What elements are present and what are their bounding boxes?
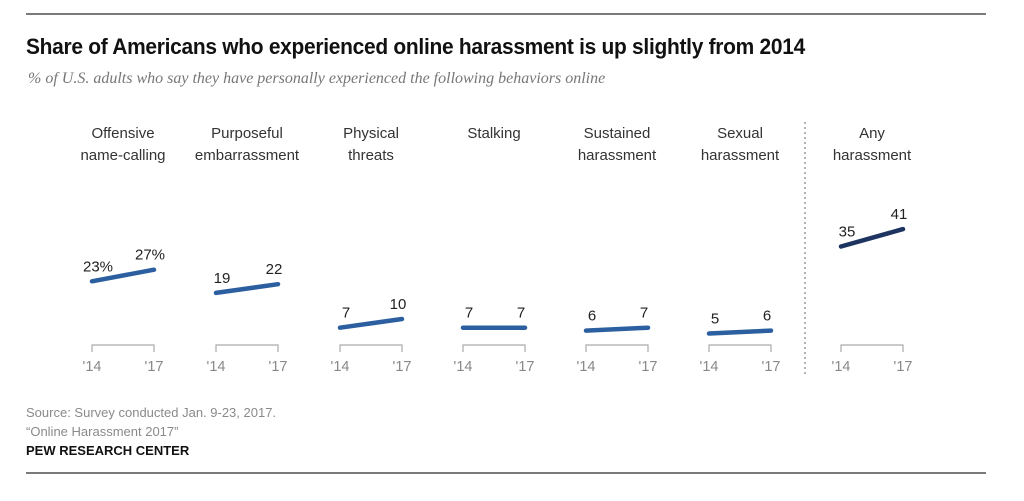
series-line xyxy=(583,325,651,333)
x-axis-bracket xyxy=(585,344,649,352)
category-label: Offensive xyxy=(91,125,154,142)
x-tick-label: '14 xyxy=(577,359,596,375)
x-axis-bracket xyxy=(840,344,904,352)
x-tick-label: '17 xyxy=(269,359,288,375)
data-label-2017: 6 xyxy=(763,308,771,325)
x-axis-bracket xyxy=(339,344,403,352)
category-label: harassment xyxy=(578,147,657,164)
category-label: Purposeful xyxy=(211,125,283,142)
x-tick-label: '17 xyxy=(639,359,658,375)
category-label: embarrassment xyxy=(195,147,300,164)
series-line xyxy=(706,328,774,336)
x-tick-label: '14 xyxy=(832,359,851,375)
category-label: threats xyxy=(348,147,394,164)
series-line xyxy=(213,281,281,296)
data-label-2014: 7 xyxy=(465,305,473,322)
x-tick-label: '17 xyxy=(145,359,164,375)
category-label: Stalking xyxy=(467,125,520,142)
x-axis-bracket xyxy=(708,344,772,352)
top-rule xyxy=(26,13,986,15)
category-label: harassment xyxy=(833,147,912,164)
series-line xyxy=(89,267,157,284)
category-label: name-calling xyxy=(80,147,165,164)
chart-title: Share of Americans who experienced onlin… xyxy=(26,34,805,59)
x-tick-label: '17 xyxy=(762,359,781,375)
data-label-2017: 27% xyxy=(135,247,165,264)
x-axis-bracket xyxy=(462,344,526,352)
source-text: Source: Survey conducted Jan. 9-23, 2017… xyxy=(26,405,277,420)
series-line xyxy=(838,226,906,249)
category-label: Sustained xyxy=(584,125,651,142)
x-tick-label: '17 xyxy=(516,359,535,375)
category-label: Sexual xyxy=(717,125,763,142)
x-axis-bracket xyxy=(215,344,279,352)
data-label-2014: 6 xyxy=(588,308,596,325)
x-tick-label: '14 xyxy=(331,359,350,375)
x-tick-label: '14 xyxy=(454,359,473,375)
x-tick-label: '14 xyxy=(83,359,102,375)
x-tick-label: '17 xyxy=(894,359,913,375)
data-label-2014: 7 xyxy=(342,305,350,322)
source-note: Source: Survey conducted Jan. 9-23, 2017… xyxy=(26,403,276,441)
data-label-2017: 22 xyxy=(266,261,283,278)
pew-logo-text: PEW RESEARCH CENTER xyxy=(26,443,190,458)
data-label-2017: 7 xyxy=(640,305,648,322)
category-label: Physical xyxy=(343,125,399,142)
data-label-2017: 41 xyxy=(891,206,908,223)
x-axis-bracket xyxy=(91,344,155,352)
data-label-2014: 19 xyxy=(214,270,231,287)
bottom-rule xyxy=(26,472,986,474)
data-label-2017: 7 xyxy=(517,305,525,322)
data-label-2017: 10 xyxy=(390,296,407,313)
x-tick-label: '14 xyxy=(207,359,226,375)
category-label: harassment xyxy=(701,147,780,164)
x-tick-label: '17 xyxy=(393,359,412,375)
category-label: Any xyxy=(859,125,885,142)
report-name: “Online Harassment 2017” xyxy=(26,424,179,439)
chart-subtitle: % of U.S. adults who say they have perso… xyxy=(28,70,606,87)
data-label-2014: 35 xyxy=(839,224,856,241)
x-tick-label: '14 xyxy=(700,359,719,375)
data-label-2014: 23% xyxy=(83,258,113,275)
series-line xyxy=(337,316,405,330)
data-label-2014: 5 xyxy=(711,311,719,328)
